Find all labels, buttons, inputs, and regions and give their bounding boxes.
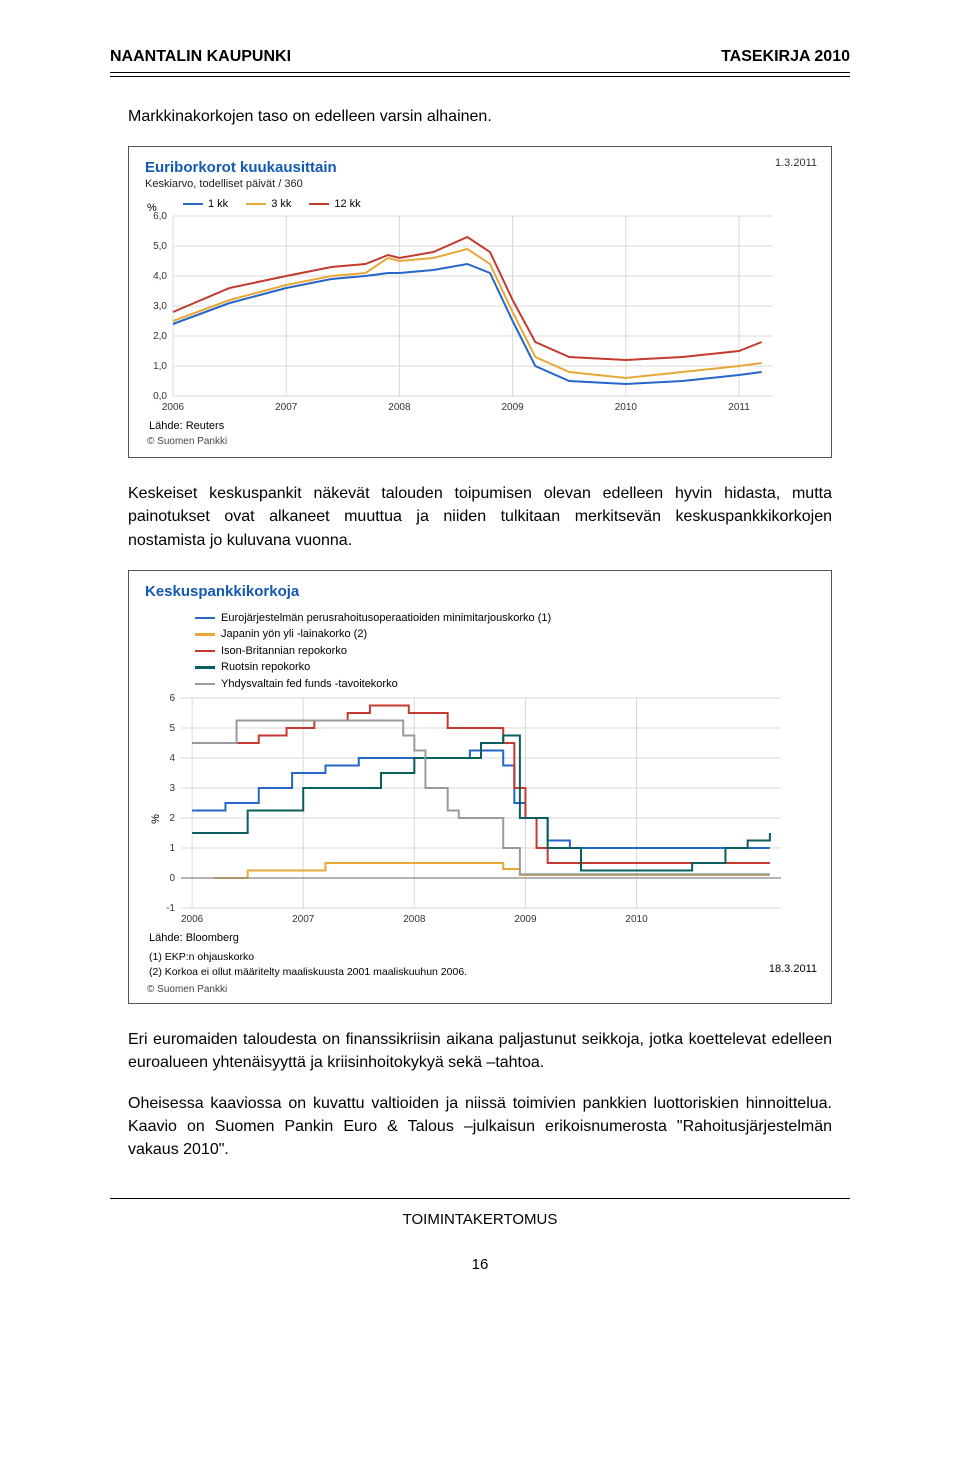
header-rule-1 xyxy=(110,72,850,73)
chart2-date: 18.3.2011 xyxy=(769,963,817,975)
footer-rule xyxy=(110,1198,850,1199)
svg-text:6: 6 xyxy=(169,693,175,704)
chart2-ylabel: % xyxy=(150,814,162,824)
svg-text:4,0: 4,0 xyxy=(153,271,167,282)
svg-text:2006: 2006 xyxy=(181,914,204,925)
svg-text:2009: 2009 xyxy=(514,914,537,925)
chart2-copyright: © Suomen Pankki xyxy=(147,984,815,995)
svg-text:1,0: 1,0 xyxy=(153,361,167,372)
page-number: 16 xyxy=(110,1256,850,1273)
chart1-legend: 1 kk 3 kk 12 kk xyxy=(183,198,815,210)
svg-text:0: 0 xyxy=(169,873,175,884)
chart1-date: 1.3.2011 xyxy=(775,157,817,169)
legend-fed: Yhdysvaltain fed funds -tavoitekorko xyxy=(221,676,398,693)
chart1-source: Lähde: Reuters xyxy=(149,420,815,432)
footer-label: TOIMINTAKERTOMUS xyxy=(110,1211,850,1228)
paragraph-2: Keskeiset keskuspankit näkevät talouden … xyxy=(128,482,832,552)
paragraph-4: Oheisessa kaaviossa on kuvattu valtioide… xyxy=(128,1092,832,1162)
svg-text:3: 3 xyxy=(169,783,175,794)
svg-text:2006: 2006 xyxy=(162,402,185,413)
paragraph-1: Markkinakorkojen taso on edelleen varsin… xyxy=(128,105,832,128)
svg-text:2008: 2008 xyxy=(403,914,426,925)
svg-text:2008: 2008 xyxy=(388,402,411,413)
header-left: NAANTALIN KAUPUNKI xyxy=(110,48,291,66)
chart1-subtitle: Keskiarvo, todelliset päivät / 360 xyxy=(145,178,815,190)
chart-central-bank-rates: Keskuspankkikorkoja Eurojärjestelmän per… xyxy=(128,570,832,1004)
svg-text:2: 2 xyxy=(169,813,175,824)
svg-text:5: 5 xyxy=(169,723,175,734)
svg-text:2011: 2011 xyxy=(728,402,750,413)
chart2-source: Lähde: Bloomberg xyxy=(149,932,815,944)
legend-3kk: 3 kk xyxy=(271,198,291,210)
svg-text:2010: 2010 xyxy=(615,402,638,413)
chart2-footnote-1: (1) EKP:n ohjauskorko xyxy=(149,950,815,965)
svg-text:4: 4 xyxy=(169,753,175,764)
svg-text:2009: 2009 xyxy=(501,402,524,413)
svg-text:5,0: 5,0 xyxy=(153,241,167,252)
svg-text:0,0: 0,0 xyxy=(153,391,167,402)
svg-text:3,0: 3,0 xyxy=(153,301,167,312)
chart2-title: Keskuspankkikorkoja xyxy=(145,583,815,600)
header-rule-2 xyxy=(110,76,850,77)
legend-japan: Japanin yön yli -lainakorko (2) xyxy=(221,626,367,643)
legend-12kk: 12 kk xyxy=(334,198,360,210)
legend-ecb: Eurojärjestelmän perusrahoitusoperaatioi… xyxy=(221,610,551,627)
chart1-copyright: © Suomen Pankki xyxy=(147,436,815,447)
legend-sweden: Ruotsin repokorko xyxy=(221,659,310,676)
svg-text:2,0: 2,0 xyxy=(153,331,167,342)
svg-text:1: 1 xyxy=(169,843,175,854)
legend-uk: Ison-Britannian repokorko xyxy=(221,643,347,660)
svg-text:2007: 2007 xyxy=(292,914,315,925)
chart2-footnote-2: (2) Korkoa ei ollut määritelty maaliskuu… xyxy=(149,965,815,980)
chart1-ylabel: % xyxy=(147,202,157,214)
svg-text:2010: 2010 xyxy=(625,914,648,925)
chart-euribor: 1.3.2011 Euriborkorot kuukausittain Kesk… xyxy=(128,146,832,458)
paragraph-3: Eri euromaiden taloudesta on finanssikri… xyxy=(128,1028,832,1074)
chart2-legend: Eurojärjestelmän perusrahoitusoperaatioi… xyxy=(195,610,815,693)
header-right: TASEKIRJA 2010 xyxy=(721,48,850,66)
svg-text:2007: 2007 xyxy=(275,402,298,413)
legend-1kk: 1 kk xyxy=(208,198,228,210)
svg-text:-1: -1 xyxy=(166,903,175,914)
chart1-title: Euriborkorot kuukausittain xyxy=(145,159,815,176)
